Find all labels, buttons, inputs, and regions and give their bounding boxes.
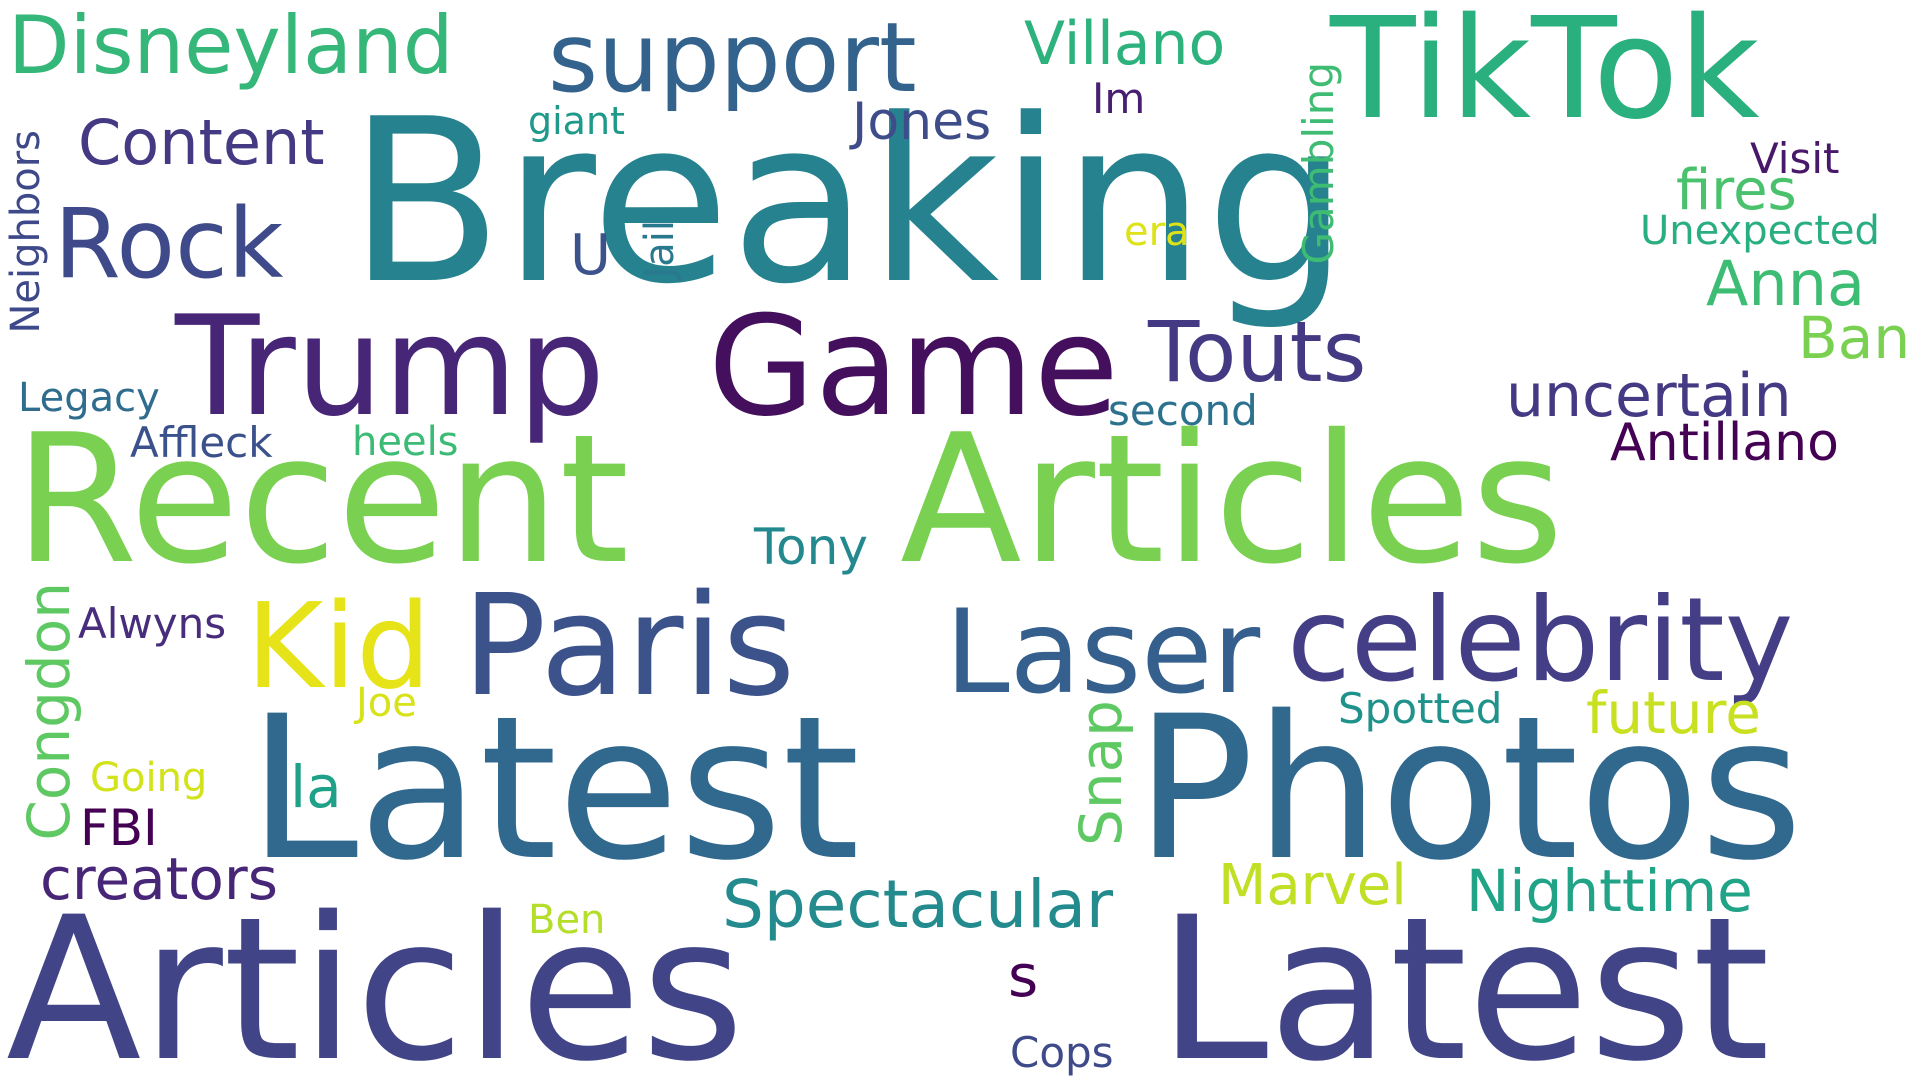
word-second: second (1108, 390, 1258, 432)
word-s: s (1008, 947, 1038, 1005)
word-paris: Paris (462, 577, 795, 717)
word-game: Game (708, 298, 1119, 436)
word-tiktok: TikTok (1330, 0, 1760, 140)
word-laser: Laser (945, 595, 1260, 711)
word-articles-navy: Articles (6, 891, 744, 1080)
word-spotted: Spotted (1338, 688, 1502, 730)
word-congdon: Congdon (20, 582, 78, 841)
word-marvel: Marvel (1218, 858, 1407, 914)
word-going: Going (90, 758, 207, 798)
word-disneyland: Disneyland (8, 6, 454, 86)
word-spectacular: Spectacular (722, 872, 1113, 938)
word-giant: giant (528, 102, 625, 140)
word-breaking: Breaking (348, 90, 1349, 316)
word-antillano: Antillano (1610, 417, 1839, 469)
word-legacy: Legacy (18, 378, 160, 418)
word-la: la (290, 758, 342, 816)
word-im: Im (1092, 78, 1145, 120)
word-cops: Cops (1010, 1032, 1114, 1074)
word-nighttime: Nighttime (1466, 862, 1753, 920)
word-u: U (570, 228, 611, 284)
word-ban: Ban (1798, 309, 1910, 367)
word-heels: heels (352, 422, 459, 462)
word-gambling: Gambling (1298, 62, 1340, 264)
word-jones: Jones (852, 96, 991, 148)
word-villano: Villano (1024, 14, 1225, 74)
word-era: era (1124, 212, 1190, 252)
word-unexpected: Unexpected (1640, 211, 1880, 251)
word-joe: Joe (356, 683, 417, 723)
word-affleck: Affleck (130, 422, 273, 464)
word-future: future (1586, 684, 1761, 742)
word-touts: Touts (1148, 310, 1366, 394)
word-content: Content (78, 112, 325, 174)
word-jail: Jail (640, 220, 680, 279)
word-snap: Snap (1072, 700, 1130, 846)
word-tony: Tony (754, 522, 868, 572)
word-ben: Ben (528, 900, 605, 940)
word-alwyns: Alwyns (78, 603, 226, 645)
word-rock: Rock (54, 196, 284, 292)
word-trump: Trump (175, 298, 605, 436)
word-creators: creators (40, 850, 278, 908)
word-neighbors: Neighbors (6, 130, 46, 334)
